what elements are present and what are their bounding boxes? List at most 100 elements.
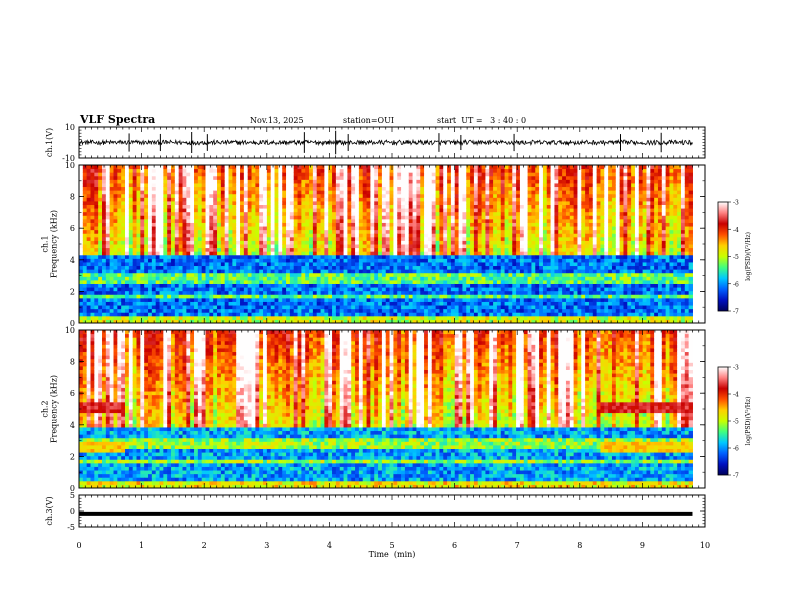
ch1-spectrogram-cell	[328, 308, 333, 313]
ch1-spectrogram-cell	[201, 305, 207, 310]
ch1-spectrogram-cell	[427, 240, 433, 245]
ch1-spectrogram-cell	[274, 319, 279, 324]
ch1-spectrogram-cell	[397, 240, 402, 245]
ch1-spectrogram-cell	[351, 222, 356, 227]
ch1-spectrogram-cell	[374, 308, 379, 313]
ch1-spectrogram-cell	[328, 319, 333, 324]
ch1-spectrogram-cell	[228, 218, 233, 223]
ch1-spectrogram-cell	[121, 251, 126, 256]
ch1-spectrogram-cell	[286, 172, 291, 177]
ch1-spectrogram-cell	[485, 179, 490, 184]
ch1-spectrogram-cell	[182, 247, 187, 252]
ch1-spectrogram-cell	[381, 319, 387, 324]
ch1-spectrogram-cell	[458, 193, 463, 198]
ch1-spectrogram-cell	[485, 165, 490, 170]
ch1-spectrogram-cell	[454, 211, 460, 216]
ch1-spectrogram-cell	[159, 200, 164, 205]
ch1-spectrogram-cell	[439, 215, 444, 220]
ch1-spectrogram-cell	[82, 175, 88, 180]
ch1-spectrogram-cell	[282, 265, 287, 270]
ch1-spectrogram-cell	[94, 218, 99, 223]
ch1-spectrogram-cell	[381, 229, 387, 234]
ch1-spectrogram-cell	[305, 211, 310, 216]
ch1-spectrogram-cell	[404, 193, 410, 198]
ch1-spectrogram-cell	[481, 265, 486, 270]
ch1-spectrogram-cell	[297, 269, 302, 274]
ch1-spectrogram-cell	[412, 297, 417, 302]
ch1-spectrogram-cell	[450, 254, 456, 259]
ch1-spectrogram-cell	[98, 308, 103, 313]
ch1-spectrogram-cell	[473, 251, 479, 256]
ch1-spectrogram-cell	[466, 226, 471, 231]
ch1-spectrogram-cell	[427, 218, 433, 223]
ch1-spectrogram-cell	[121, 229, 126, 234]
ch1-spectrogram-cell	[270, 215, 276, 220]
ch1-spectrogram-cell	[355, 290, 360, 295]
ch1-spectrogram-cell	[171, 236, 176, 241]
ch1-spectrogram-cell	[466, 211, 471, 216]
ch1-spectrogram-cell	[79, 179, 84, 184]
ch1-spectrogram-cell	[370, 165, 375, 170]
ch1-spectrogram-cell	[485, 254, 490, 259]
ch1-spectrogram-cell	[197, 179, 203, 184]
ch1-spectrogram-cell	[393, 240, 398, 245]
ch1-spectrogram-cell	[347, 175, 352, 180]
ch1-spectrogram-cell	[289, 290, 295, 295]
ch1-spectrogram-cell	[305, 319, 310, 324]
ch1-spectrogram-cell	[232, 244, 237, 249]
ch1-spectrogram-cell	[466, 261, 471, 267]
ch1-spectrogram-cell	[320, 190, 325, 195]
ch1-spectrogram-cell	[312, 182, 318, 188]
ch1-spectrogram-cell	[224, 244, 230, 249]
ch1-spectrogram-cell	[105, 279, 111, 284]
ch1-spectrogram-cell	[477, 305, 483, 310]
ch1-spectrogram-cell	[320, 186, 325, 191]
ch1-spectrogram-cell	[435, 297, 440, 302]
ch1-spectrogram-cell	[232, 190, 237, 195]
ch1-spectrogram-cell	[251, 175, 256, 180]
ch1-spectrogram-cell	[378, 251, 383, 256]
ch1-spectrogram-cell	[190, 182, 195, 188]
ch1-spectrogram-cell	[293, 251, 299, 256]
ch1-spectrogram-cell	[155, 222, 161, 227]
ch1-spectrogram-cell	[339, 308, 345, 313]
ch1-spectrogram-cell	[266, 269, 272, 274]
ch1-spectrogram-cell	[447, 305, 452, 310]
ch1-spectrogram-cell	[431, 254, 437, 259]
ch1-spectrogram-cell	[270, 290, 276, 295]
ch1-spectrogram-cell	[220, 218, 226, 223]
ch1-spectrogram-cell	[378, 229, 383, 234]
ch1-spectrogram-cell	[86, 233, 91, 238]
ch1-spectrogram-cell	[98, 175, 103, 180]
ch1-spectrogram-cell	[458, 240, 463, 245]
ch1-spectrogram-cell	[385, 218, 391, 223]
ch1-spectrogram-cell	[351, 193, 356, 198]
ch1-spectrogram-cell	[82, 305, 88, 310]
ch1-spectrogram-cell	[401, 236, 406, 241]
ch1-spectrogram-cell	[186, 182, 191, 188]
ch1-spectrogram-cell	[105, 208, 111, 213]
ch1-spectrogram-cell	[397, 258, 402, 263]
ch1-spectrogram-cell	[355, 236, 360, 241]
ch1-spectrogram-cell	[335, 283, 341, 288]
ch1-spectrogram-cell	[293, 258, 299, 263]
ch1-spectrogram-cell	[316, 261, 322, 267]
ch1-spectrogram-cell	[205, 240, 210, 245]
ch1-spectrogram-cell	[481, 261, 486, 267]
ch1-spectrogram-cell	[374, 165, 379, 170]
ch1-spectrogram-cell	[255, 175, 260, 180]
ch1-spectrogram-cell	[151, 218, 157, 223]
ch1-spectrogram-cell	[282, 308, 287, 313]
ch1-spectrogram-cell	[351, 244, 356, 249]
ch1-spectrogram-cell	[404, 247, 410, 252]
ch1-spectrogram-cell	[209, 215, 214, 220]
ch1-spectrogram-cell	[125, 251, 130, 256]
ch1-spectrogram-cell	[282, 244, 287, 249]
ch1-spectrogram-cell	[228, 294, 233, 299]
ch1-spectrogram-cell	[362, 182, 368, 188]
ch1-spectrogram-cell	[381, 290, 387, 295]
ch1-spectrogram-cell	[362, 269, 368, 274]
ch1-spectrogram-cell	[205, 247, 210, 252]
ch1-spectrogram-cell	[178, 308, 184, 313]
ch1-spectrogram-cell	[355, 308, 360, 313]
